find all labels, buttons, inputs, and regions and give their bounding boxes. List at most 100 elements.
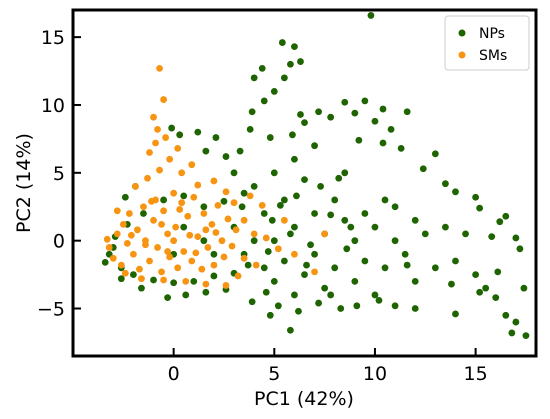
data-point-nps — [129, 271, 137, 278]
data-point-nps — [391, 237, 399, 245]
data-point-nps — [301, 176, 308, 184]
data-point-nps — [274, 302, 282, 310]
data-point-nps — [431, 150, 439, 158]
data-point-nps — [266, 134, 274, 141]
data-point-sms — [311, 268, 318, 276]
data-point-nps — [230, 169, 238, 177]
data-point-nps — [176, 131, 184, 139]
data-point-nps — [180, 192, 188, 200]
data-point-nps — [258, 64, 266, 72]
data-point-nps — [351, 277, 359, 285]
data-point-sms — [156, 64, 163, 72]
data-point-nps — [200, 237, 208, 245]
data-point-sms — [158, 268, 165, 276]
data-point-sms — [188, 161, 196, 169]
data-point-sms — [160, 96, 167, 103]
data-point-nps — [379, 139, 387, 147]
data-point-sms — [180, 248, 188, 255]
data-point-sms — [129, 250, 137, 258]
data-point-nps — [488, 233, 496, 241]
data-point-sms — [166, 155, 174, 163]
data-point-sms — [176, 206, 184, 213]
data-point-nps — [411, 216, 419, 224]
data-point-nps — [303, 261, 310, 269]
data-point-nps — [202, 288, 210, 296]
data-point-nps — [353, 302, 361, 310]
y-axis-ticks: −5 0 5 10 15 — [37, 27, 81, 321]
data-point-nps — [250, 237, 258, 245]
data-point-sms — [214, 201, 222, 209]
data-point-sms — [132, 182, 139, 190]
data-point-nps — [482, 284, 490, 292]
legend: NPs SMs — [444, 15, 530, 71]
legend-marker-nps — [458, 29, 466, 37]
data-point-sms — [188, 257, 196, 265]
data-point-nps — [452, 257, 459, 265]
data-point-nps — [280, 74, 288, 82]
data-point-nps — [140, 210, 147, 217]
data-point-sms — [119, 220, 127, 228]
data-point-nps — [220, 197, 228, 205]
data-point-sms — [224, 215, 232, 223]
data-point-sms — [274, 245, 282, 253]
data-point-sms — [158, 220, 165, 228]
data-point-nps — [260, 210, 268, 217]
x-axis-label: PC1 (42%) — [254, 388, 354, 410]
data-point-nps — [520, 284, 528, 292]
plot-frame — [71, 8, 538, 358]
data-point-nps — [492, 294, 500, 302]
data-point-nps — [307, 241, 314, 249]
data-point-nps — [361, 257, 369, 265]
data-point-nps — [397, 145, 405, 152]
data-point-sms — [178, 199, 186, 207]
data-point-sms — [136, 265, 143, 273]
data-point-sms — [228, 242, 236, 250]
data-point-sms — [160, 276, 167, 284]
data-point-nps — [367, 12, 375, 19]
data-point-sms — [170, 189, 178, 197]
data-point-nps — [270, 237, 278, 245]
data-point-nps — [375, 296, 383, 304]
data-point-sms — [140, 203, 147, 211]
data-point-sms — [198, 265, 206, 273]
data-point-nps — [170, 279, 178, 287]
data-point-nps — [236, 147, 244, 155]
data-point-nps — [210, 250, 218, 258]
data-point-nps — [168, 124, 176, 132]
data-point-sms — [142, 241, 149, 249]
data-point-nps — [180, 223, 188, 231]
data-point-nps — [476, 204, 484, 212]
data-point-nps — [341, 169, 349, 177]
data-point-nps — [327, 211, 335, 219]
data-point-sms — [222, 188, 230, 196]
data-point-sms — [262, 234, 270, 242]
data-point-nps — [502, 311, 510, 319]
series-sms — [103, 64, 329, 289]
data-point-sms — [103, 235, 111, 243]
data-point-nps — [297, 58, 304, 65]
data-point-nps — [212, 134, 220, 141]
data-point-nps — [522, 332, 530, 340]
data-point-nps — [289, 131, 296, 139]
data-point-sms — [222, 282, 230, 289]
data-point-nps — [403, 261, 411, 269]
data-point-nps — [442, 223, 449, 231]
data-point-nps — [182, 291, 190, 299]
data-point-nps — [331, 196, 339, 204]
y-tick-label: −5 — [37, 299, 65, 321]
data-point-nps — [287, 60, 294, 68]
data-point-nps — [270, 169, 278, 177]
data-point-nps — [371, 117, 379, 125]
data-point-sms — [280, 216, 288, 224]
data-point-nps — [341, 98, 349, 106]
data-point-nps — [270, 88, 278, 95]
data-point-sms — [218, 237, 226, 245]
data-point-nps — [327, 291, 335, 299]
data-point-sms — [144, 174, 151, 182]
data-point-nps — [190, 277, 198, 285]
data-point-nps — [472, 193, 480, 201]
data-point-nps — [361, 210, 369, 217]
data-point-nps — [301, 119, 308, 127]
y-tick-label: 5 — [53, 163, 65, 185]
data-point-nps — [276, 201, 284, 209]
